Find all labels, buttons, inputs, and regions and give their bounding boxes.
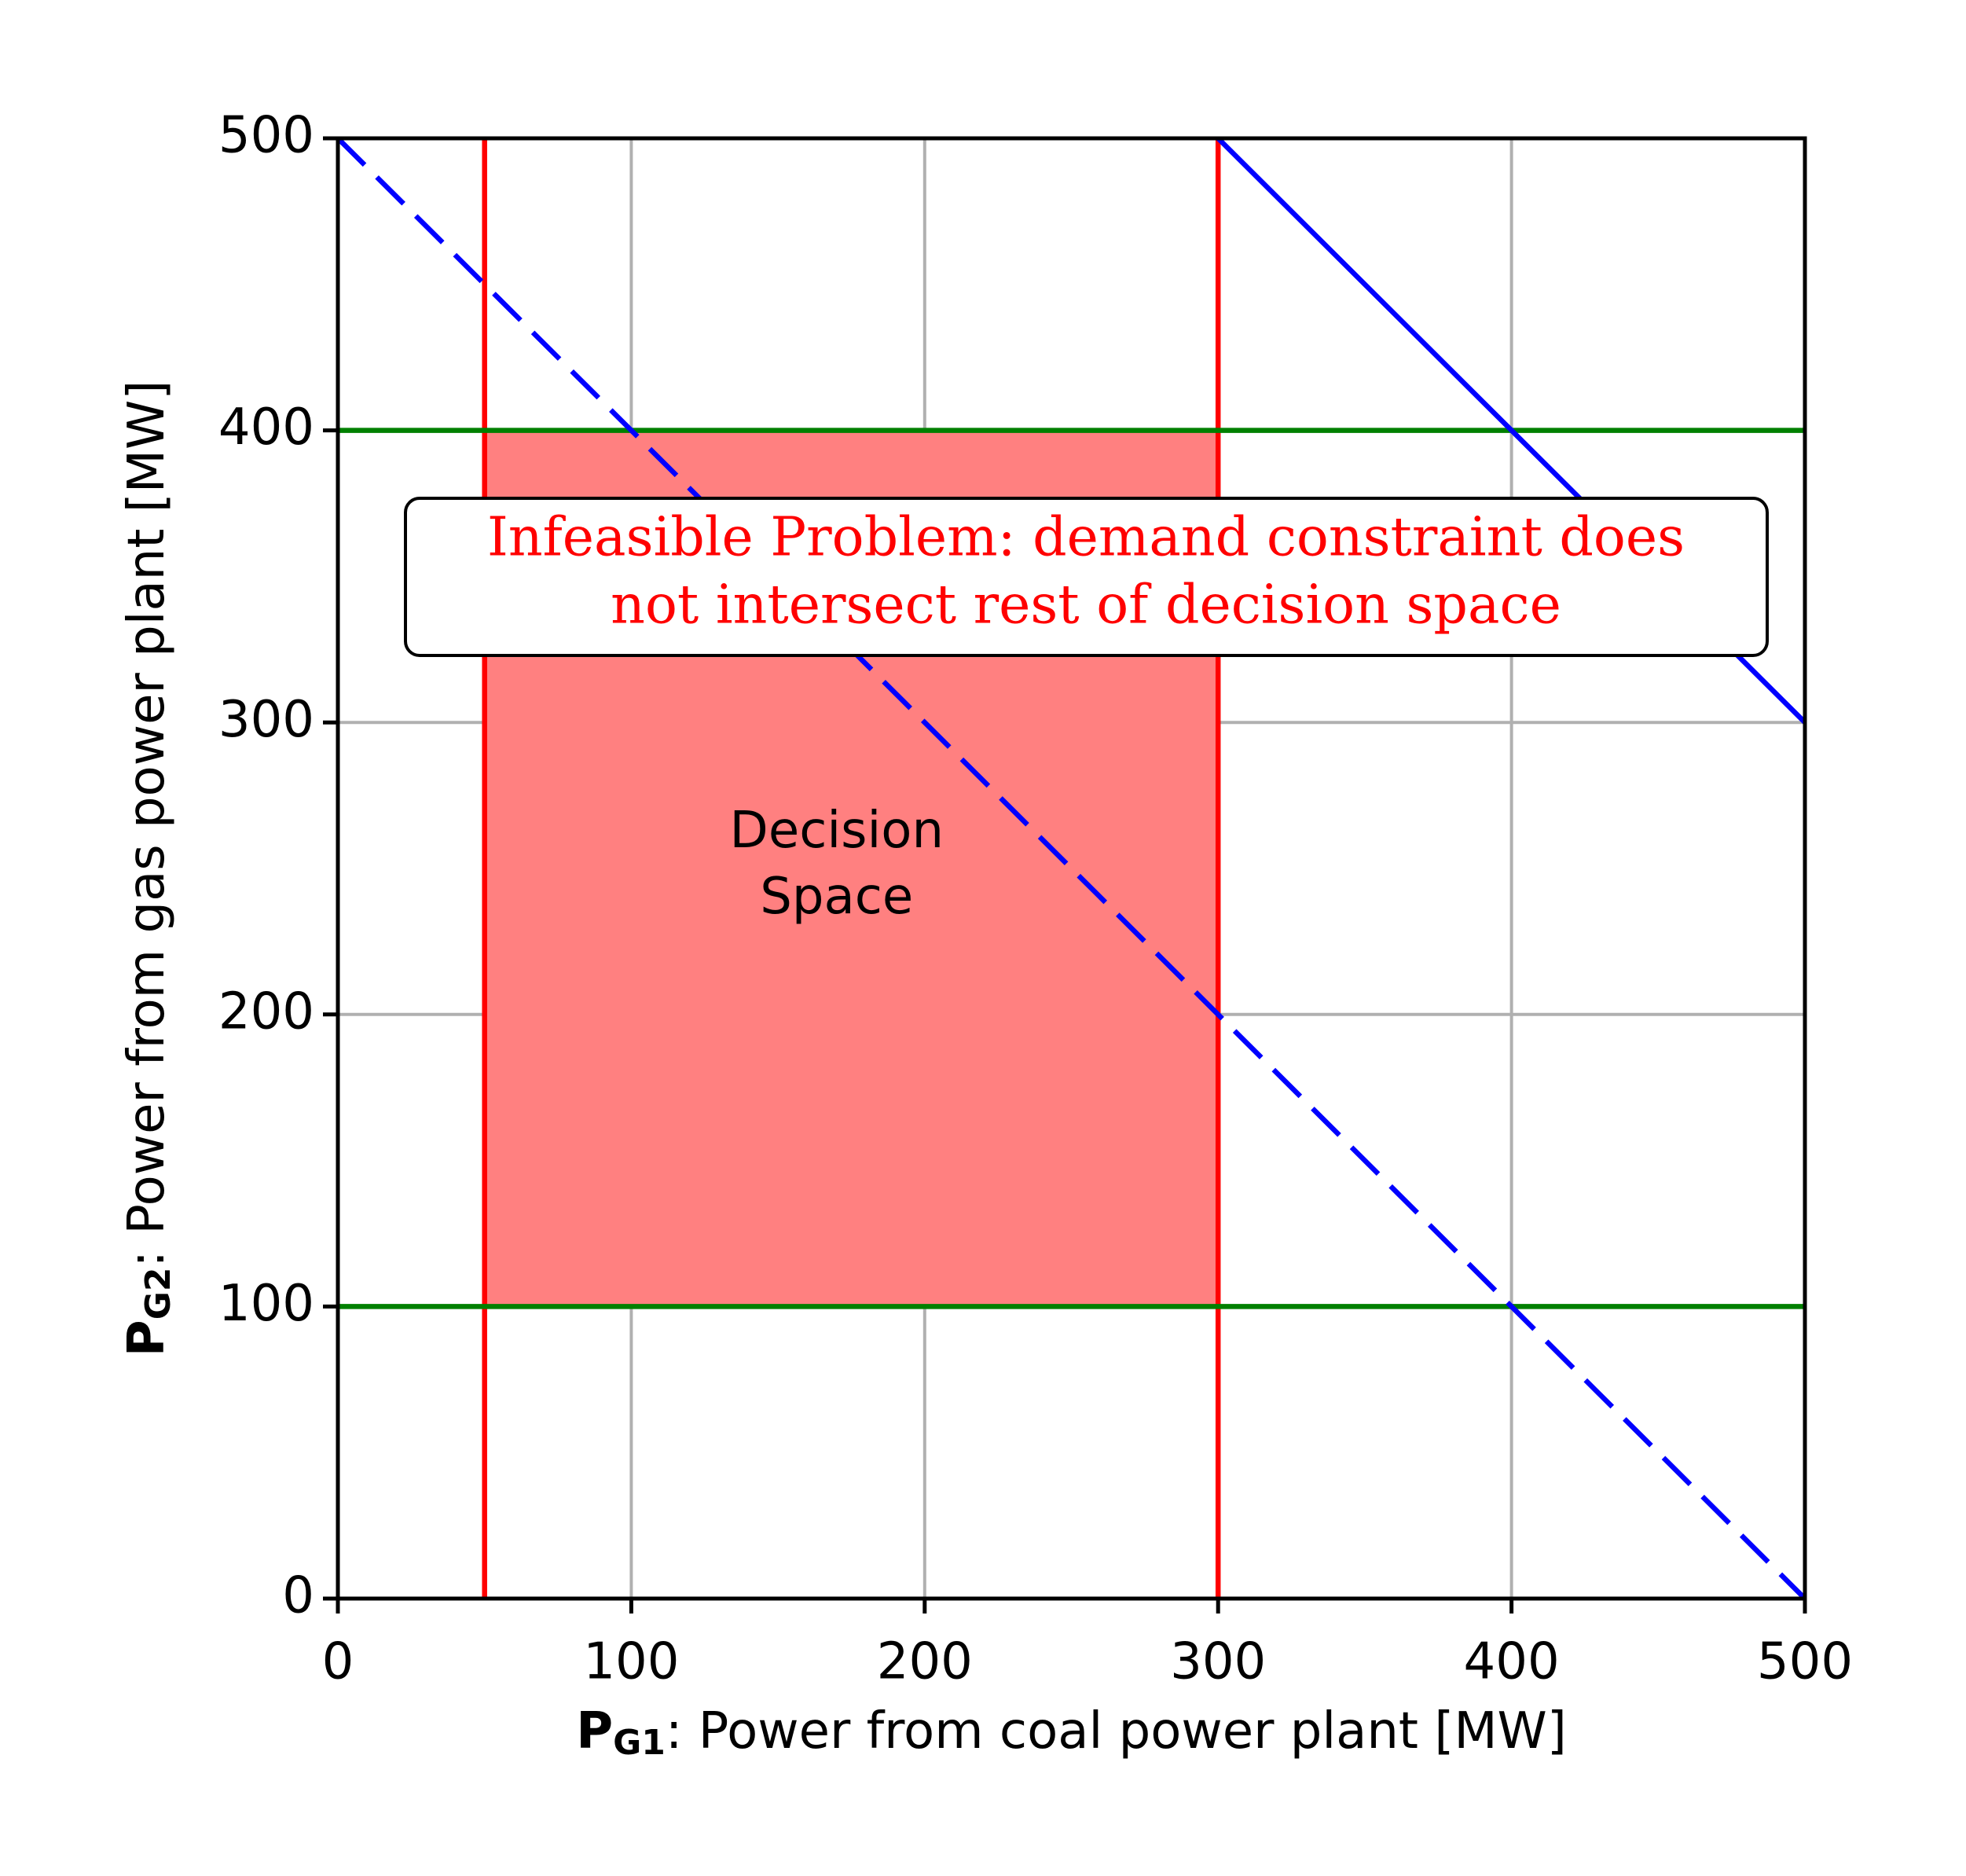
note-text: not intersect rest of decision space	[611, 575, 1561, 637]
x-tick-label: 400	[1464, 1633, 1560, 1691]
label-text: : Power from gas power plant [MW]	[118, 380, 176, 1268]
note-box	[404, 497, 1769, 657]
y-tick-label: 300	[218, 691, 314, 749]
y-tick-label: 500	[218, 107, 314, 165]
x-tick-label: 0	[322, 1633, 354, 1691]
region-label: Space	[760, 868, 913, 926]
constraint-line	[336, 136, 1807, 1601]
y-tick-label: 400	[218, 398, 314, 457]
y-tick-label: 0	[282, 1567, 314, 1625]
label-symbol: P	[118, 1320, 176, 1357]
x-tick-label: 100	[583, 1633, 679, 1691]
label-subscript: G2	[138, 1268, 178, 1320]
y-tick-label: 200	[218, 982, 314, 1041]
y-tick-label: 100	[218, 1275, 314, 1333]
x-tick-label: 300	[1170, 1633, 1266, 1691]
label-text: : Power from coal power plant [MW]	[666, 1702, 1567, 1760]
y-label: PG2: Power from gas power plant [MW]	[118, 380, 178, 1357]
label-symbol: P	[576, 1702, 613, 1760]
label-subscript: G1	[613, 1723, 666, 1763]
x-label: PG1: Power from coal power plant [MW]	[576, 1702, 1567, 1763]
x-tick-label: 200	[877, 1633, 973, 1691]
region-label: Decision	[730, 802, 944, 860]
plot-frame	[336, 136, 1807, 1601]
note-text: Infeasible Problem: demand constraint do…	[487, 507, 1685, 569]
x-tick-label: 500	[1757, 1633, 1853, 1691]
